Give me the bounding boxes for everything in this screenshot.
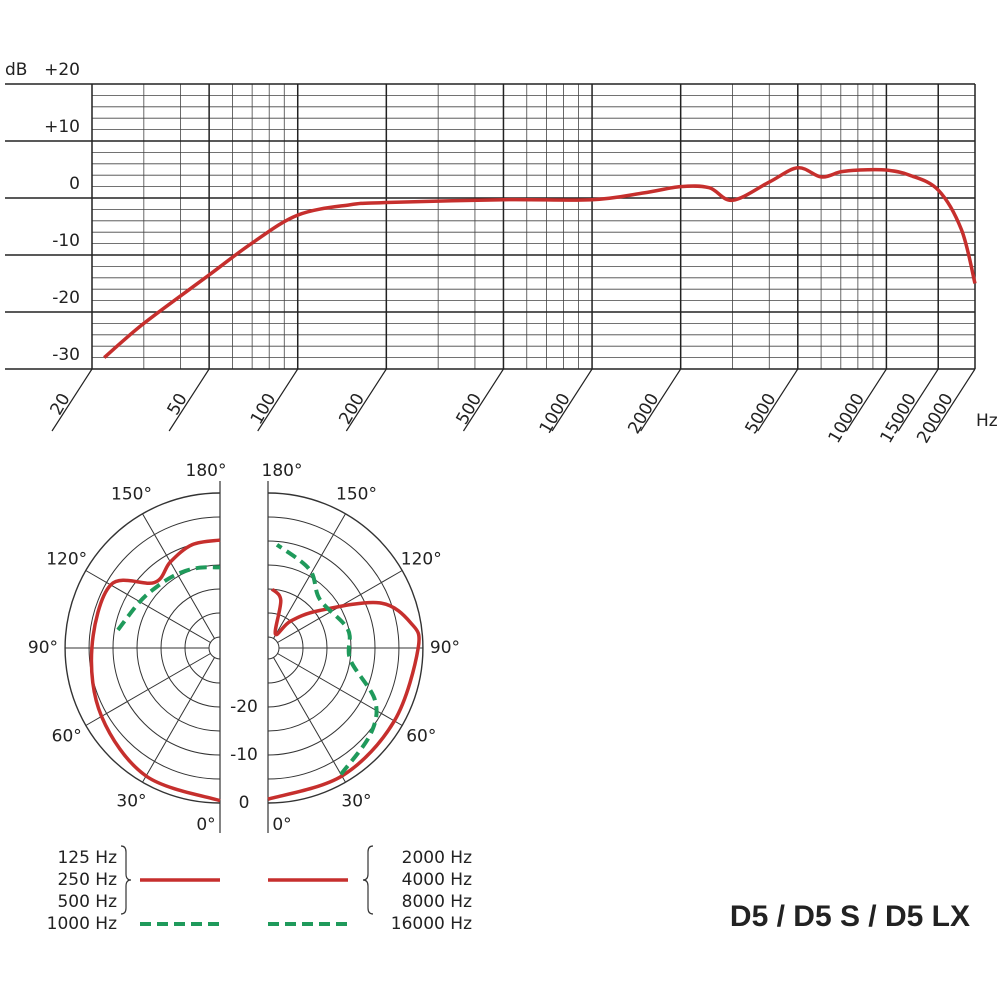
y-tick-label: +20 (44, 60, 80, 80)
tick-mark (897, 368, 939, 432)
legend-label: 8000 Hz (402, 892, 472, 912)
legend-brace (362, 845, 374, 915)
tick-mark (345, 368, 387, 432)
tick-mark (168, 368, 210, 432)
spoke (142, 657, 215, 783)
tick-mark (845, 368, 887, 432)
angle-label: 60° (406, 727, 436, 747)
legend-label: 250 Hz (57, 870, 117, 890)
x-axis-unit: Hz (976, 411, 998, 431)
legend-label: 500 Hz (57, 892, 117, 912)
legend-label: 4000 Hz (402, 870, 472, 890)
ring (208, 636, 221, 660)
spoke (142, 513, 215, 639)
y-tick-label: -20 (52, 288, 80, 308)
angle-label: 30° (341, 791, 371, 811)
tick-mark (934, 368, 976, 432)
angle-label: 0° (196, 815, 215, 835)
spoke (273, 513, 346, 639)
r-tick-label: -10 (230, 745, 258, 765)
tick-mark (257, 368, 299, 432)
angle-label: 180° (262, 461, 303, 481)
angle-label: 90° (430, 638, 460, 658)
spoke (273, 657, 346, 783)
y-tick-label: +10 (44, 117, 80, 137)
y-axis-unit: dB (5, 60, 27, 80)
ring (267, 636, 280, 660)
polar-curve (267, 587, 421, 801)
angle-label: 90° (28, 638, 58, 658)
tick-mark (640, 368, 682, 432)
angle-label: 150° (111, 485, 152, 505)
tick-mark (757, 368, 799, 432)
polar-curve (275, 543, 379, 776)
r-tick-label: -20 (230, 697, 258, 717)
angle-label: 150° (336, 485, 377, 505)
response-line (103, 166, 977, 359)
angle-label: 180° (186, 461, 227, 481)
r-tick-label: 0 (239, 793, 250, 813)
legend-label: 125 Hz (57, 848, 117, 868)
angle-label: 60° (52, 727, 82, 747)
tick-mark (551, 368, 593, 432)
tick-mark (462, 368, 504, 432)
tick-mark (51, 368, 93, 432)
model-name: D5 / D5 S / D5 LX (730, 900, 970, 933)
y-tick-label: -30 (52, 345, 80, 365)
y-tick-label: -10 (52, 231, 80, 251)
angle-label: 0° (272, 815, 291, 835)
polar-curve (89, 538, 221, 803)
spoke (85, 653, 211, 726)
angle-label: 120° (46, 550, 87, 570)
angle-label: 30° (116, 791, 146, 811)
spoke (277, 653, 403, 726)
angle-label: 120° (401, 550, 442, 570)
legend-label: 1000 Hz (47, 914, 117, 934)
legend-brace (120, 845, 132, 915)
y-tick-label: 0 (69, 174, 80, 194)
polar-curve (116, 565, 221, 632)
legend-label: 16000 Hz (391, 914, 472, 934)
spoke (85, 570, 211, 643)
legend-label: 2000 Hz (402, 848, 472, 868)
